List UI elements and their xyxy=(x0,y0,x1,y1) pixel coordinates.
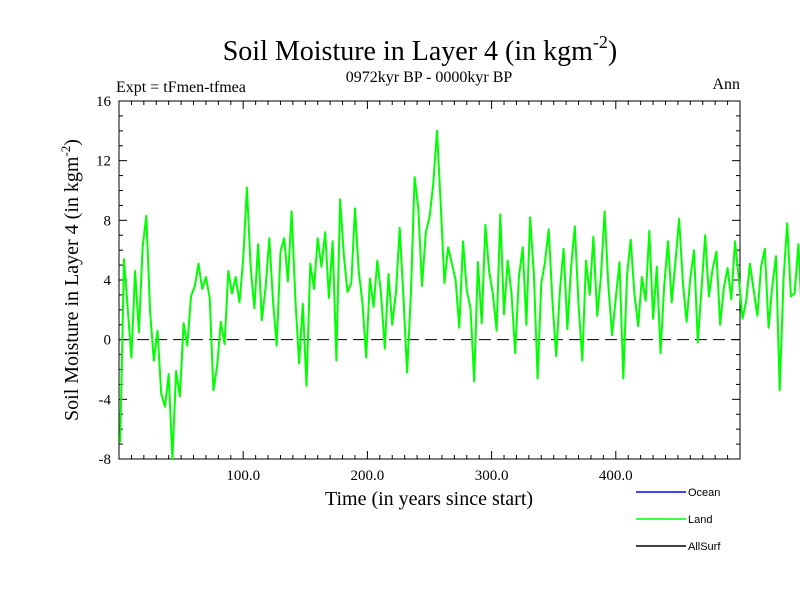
series-line-land xyxy=(119,129,800,460)
y-tick-label: 8 xyxy=(104,213,112,229)
chart-title: Soil Moisture in Layer 4 (in kgm-2) xyxy=(223,32,618,67)
y-axis-label-superscript: -2 xyxy=(58,146,73,157)
y-tick-label: -4 xyxy=(99,392,112,408)
chart-subtitle: 0972kyr BP - 0000kyr BP xyxy=(346,69,513,86)
y-axis-label-main: Soil Moisture in Layer 4 (in kgm xyxy=(61,156,83,421)
y-axis-label: Soil Moisture in Layer 4 (in kgm-2) xyxy=(58,139,83,421)
y-axis-ticks: -8 -4 0 4 8 12 16 xyxy=(96,94,740,468)
chart-title-superscript: -2 xyxy=(593,32,608,52)
legend-label-land: Land xyxy=(688,514,712,526)
legend-label-ocean: Ocean xyxy=(688,487,720,499)
chart-title-main: Soil Moisture in Layer 4 (in kgm xyxy=(223,36,593,67)
x-tick-label: 200.0 xyxy=(351,468,385,484)
y-tick-label: 12 xyxy=(96,154,111,170)
y-tick-label: 16 xyxy=(96,94,112,110)
y-tick-label: 4 xyxy=(104,273,112,289)
y-tick-label: 0 xyxy=(104,333,112,349)
y-tick-label: -8 xyxy=(99,452,112,468)
legend-label-allsurf: AllSurf xyxy=(688,541,721,553)
season-label: Ann xyxy=(712,76,740,93)
experiment-label: Expt = tFmen-tfmea xyxy=(116,79,246,96)
x-axis-label: Time (in years since start) xyxy=(325,488,533,510)
x-axis-ticks: 100.0 200.0 300.0 400.0 xyxy=(130,101,729,484)
legend: Ocean Land AllSurf xyxy=(636,487,721,553)
chart-title-close: ) xyxy=(608,36,617,67)
x-tick-label: 100.0 xyxy=(226,468,260,484)
x-tick-label: 300.0 xyxy=(475,468,509,484)
x-tick-label: 400.0 xyxy=(599,468,633,484)
y-axis-label-close: ) xyxy=(61,139,83,146)
